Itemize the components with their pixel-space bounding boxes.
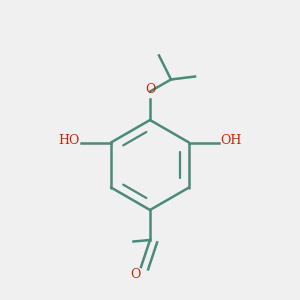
Text: O: O <box>145 83 155 96</box>
Text: HO: HO <box>58 134 80 148</box>
Text: O: O <box>130 268 140 281</box>
Text: OH: OH <box>220 134 242 148</box>
